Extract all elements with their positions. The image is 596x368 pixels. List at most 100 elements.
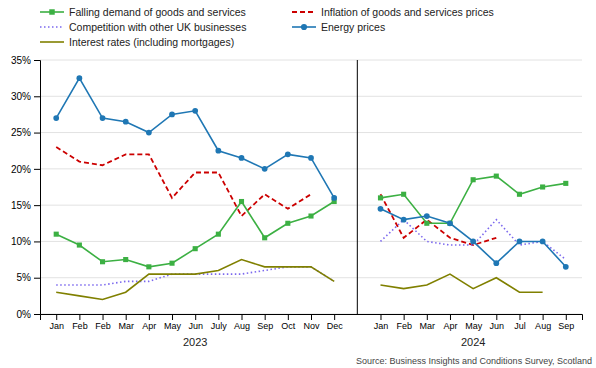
y-tick: 20% bbox=[11, 164, 40, 175]
y-axis: 0%5%10%15%20%25%30%35% bbox=[11, 55, 41, 320]
x-tick-label: Jan bbox=[49, 321, 64, 331]
series-marker bbox=[100, 259, 105, 264]
series-marker bbox=[378, 206, 384, 212]
series-marker bbox=[517, 239, 523, 245]
x-tick-label: Sep bbox=[257, 321, 273, 331]
x-tick: Dec bbox=[327, 314, 344, 331]
x-tick: Mar bbox=[118, 314, 134, 331]
source-text: Source: Business Insights and Conditions… bbox=[356, 356, 592, 366]
y-tick: 10% bbox=[11, 236, 40, 247]
grid-line bbox=[40, 205, 582, 206]
series-marker bbox=[331, 195, 337, 201]
series-line bbox=[56, 176, 566, 267]
series-marker bbox=[471, 177, 476, 182]
x-tick: Apr bbox=[142, 314, 156, 331]
x-tick-mark bbox=[242, 314, 243, 320]
y-tick: 35% bbox=[11, 55, 40, 66]
x-tick-label: Dec bbox=[327, 321, 344, 331]
series-line bbox=[56, 260, 542, 300]
year-label: 2023 bbox=[183, 336, 207, 348]
y-tick-label: 20% bbox=[11, 164, 31, 175]
y-tick-mark bbox=[34, 278, 40, 279]
legend-label: Energy prices bbox=[321, 21, 385, 33]
legend-item: Inflation of goods and services prices bbox=[292, 6, 494, 18]
x-tick-mark bbox=[218, 314, 219, 320]
grid-line bbox=[40, 60, 582, 61]
series-marker bbox=[378, 195, 383, 200]
y-tick-mark bbox=[34, 60, 40, 61]
x-tick-label: Mar bbox=[118, 321, 134, 331]
series-marker bbox=[262, 235, 267, 240]
x-tick-mark bbox=[172, 314, 173, 320]
y-tick-mark bbox=[34, 241, 40, 242]
series-marker bbox=[401, 192, 406, 197]
x-tick-label: Aug bbox=[234, 321, 250, 331]
x-tick: May bbox=[465, 314, 483, 331]
y-tick-label: 0% bbox=[17, 309, 32, 320]
x-tick-label: July bbox=[211, 321, 228, 331]
legend-label: Competition with other UK businesses bbox=[69, 21, 246, 33]
x-tick-label: Jun bbox=[490, 321, 505, 331]
series-marker bbox=[54, 232, 59, 237]
y-tick-label: 10% bbox=[11, 236, 31, 247]
x-tick-label: Jun bbox=[188, 321, 203, 331]
series-marker bbox=[192, 108, 198, 114]
y-tick: 5% bbox=[17, 272, 40, 283]
x-tick: Sep bbox=[257, 314, 273, 331]
x-tick: Sep bbox=[558, 314, 574, 331]
y-tick-mark bbox=[34, 133, 40, 134]
x-tick: Jun bbox=[490, 314, 505, 331]
x-tick-label: Apr bbox=[142, 321, 156, 331]
series-marker bbox=[123, 119, 129, 125]
x-tick-label: Feb bbox=[72, 321, 88, 331]
x-tick-label: Sep bbox=[558, 321, 574, 331]
series-marker bbox=[123, 257, 128, 262]
x-tick-label: May bbox=[465, 321, 483, 331]
x-tick: Jun bbox=[188, 314, 203, 331]
x-tick-mark bbox=[79, 314, 80, 320]
x-tick-label: Nov bbox=[303, 321, 320, 331]
x-tick: Apr bbox=[443, 314, 457, 331]
legend-label: Inflation of goods and services prices bbox=[321, 6, 494, 18]
series-marker bbox=[517, 192, 522, 197]
x-tick: May bbox=[164, 314, 182, 331]
x-tick-mark bbox=[103, 314, 104, 320]
plot-area bbox=[53, 60, 568, 314]
x-tick-mark bbox=[380, 314, 381, 320]
x-tick-label: Oct bbox=[281, 321, 296, 331]
x-tick-mark bbox=[149, 314, 150, 320]
series-marker bbox=[424, 213, 430, 219]
y-tick: 15% bbox=[11, 200, 40, 211]
series-marker bbox=[262, 166, 268, 172]
x-tick: Nov bbox=[303, 314, 320, 331]
grid-line bbox=[40, 132, 582, 133]
series-marker bbox=[169, 261, 174, 266]
series-marker bbox=[494, 174, 499, 179]
series-marker bbox=[563, 181, 568, 186]
grid bbox=[40, 60, 582, 314]
x-tick-mark bbox=[427, 314, 428, 320]
series-marker bbox=[53, 115, 59, 121]
series-line bbox=[56, 220, 566, 285]
grid-line bbox=[40, 96, 582, 97]
series-marker bbox=[540, 184, 545, 189]
legend-item: Competition with other UK businesses bbox=[40, 21, 246, 33]
x-tick: Mar bbox=[420, 314, 436, 331]
x-tick-label: Aug bbox=[535, 321, 551, 331]
x-tick-mark bbox=[496, 314, 497, 320]
grid-line bbox=[40, 168, 582, 169]
series-marker bbox=[146, 264, 151, 269]
x-tick: Jan bbox=[49, 314, 64, 331]
x-tick-mark bbox=[126, 314, 127, 320]
x-tick: July bbox=[211, 314, 228, 331]
series-marker bbox=[285, 221, 290, 226]
series-marker bbox=[424, 221, 429, 226]
x-tick-mark bbox=[311, 314, 312, 320]
series-marker bbox=[308, 155, 314, 161]
legend-swatch bbox=[40, 41, 64, 43]
legend-label: Falling demand of goods and services bbox=[69, 6, 246, 18]
y-tick-label: 25% bbox=[11, 127, 31, 138]
x-tick-mark bbox=[473, 314, 474, 320]
series-marker bbox=[493, 260, 499, 266]
legend-marker bbox=[49, 9, 54, 14]
